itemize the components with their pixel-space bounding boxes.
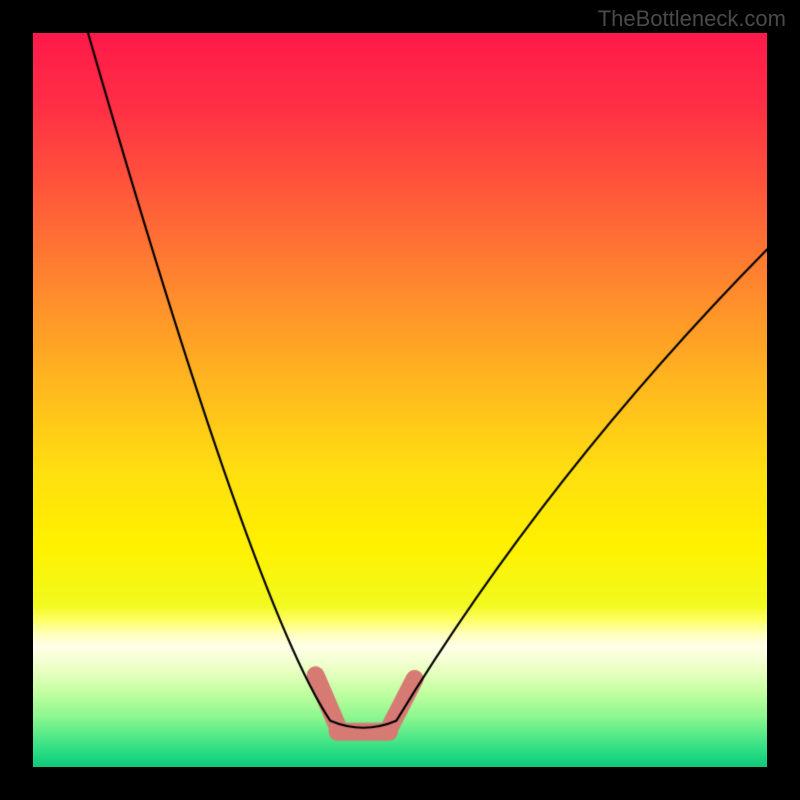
watermark-text: TheBottleneck.com: [598, 6, 786, 32]
chart-plot-area: [33, 33, 767, 767]
bottleneck-curve: [33, 33, 767, 767]
